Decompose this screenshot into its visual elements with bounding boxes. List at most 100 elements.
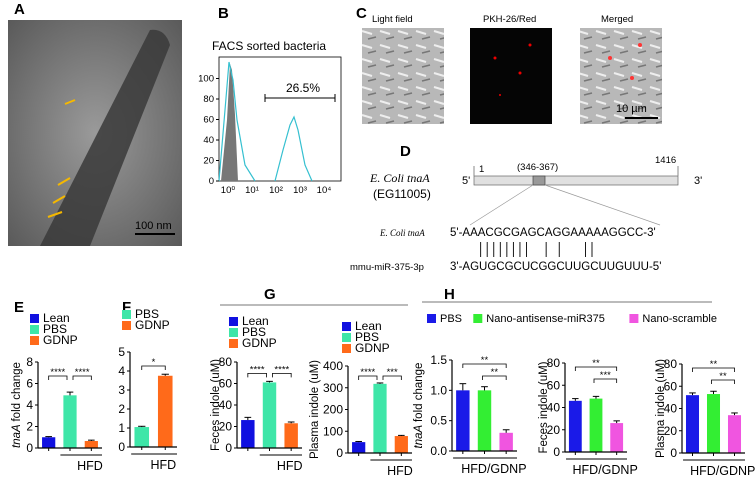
legend-swatch bbox=[30, 325, 39, 334]
facs-y-tick: 20 bbox=[203, 156, 214, 167]
seq-tnaa: 5'-AAACGCGAGCAGGAAAAAGGCC-3' bbox=[450, 227, 656, 239]
bar-lean bbox=[241, 420, 255, 448]
y-tick-label: 60 bbox=[547, 378, 561, 392]
bar-gdnp bbox=[84, 441, 98, 448]
significance-bracket bbox=[48, 375, 68, 380]
y-tick-label: 0 bbox=[26, 441, 33, 455]
significance-bracket bbox=[72, 375, 92, 380]
legend-label: Nano-scramble bbox=[642, 313, 717, 325]
y-axis-label: Plasma indole (uM) bbox=[655, 359, 667, 458]
bar-pbs bbox=[685, 395, 700, 453]
y-tick-label: 60 bbox=[664, 379, 678, 393]
legend-swatch bbox=[30, 336, 39, 345]
significance-bracket bbox=[711, 379, 735, 384]
y-tick-label: 0.5 bbox=[430, 414, 447, 428]
bar-pbs bbox=[456, 390, 470, 451]
significance-bracket bbox=[247, 372, 267, 378]
facs-y-tick: 0 bbox=[209, 176, 214, 187]
legend-label: GDNP bbox=[355, 341, 390, 355]
panel-label-d: D bbox=[400, 143, 411, 160]
significance-bracket bbox=[574, 366, 618, 371]
c-scale-bar-label: 10 µm bbox=[616, 103, 647, 115]
legend-label: Lean bbox=[43, 311, 70, 325]
panel-label-e: E bbox=[14, 299, 24, 316]
bar-nano-antisense-mir375 bbox=[589, 398, 603, 452]
legend-label: GDNP bbox=[242, 336, 277, 350]
significance-label: ** bbox=[481, 355, 489, 366]
y-tick-label: 2 bbox=[118, 402, 125, 416]
y-axis-label: Feces indole (uM) bbox=[538, 361, 550, 453]
end-pos: 1416 bbox=[655, 155, 676, 166]
legend-label: PBS bbox=[135, 307, 159, 321]
legend-swatch bbox=[473, 314, 483, 323]
panel-label-h: H bbox=[444, 286, 455, 303]
significance-bracket bbox=[593, 378, 618, 383]
panel-label-a: A bbox=[14, 1, 25, 18]
y-tick-label: 80 bbox=[547, 356, 561, 370]
bar-pbs bbox=[373, 383, 387, 453]
y-tick-label: 8 bbox=[26, 355, 33, 369]
facs-title: FACS sorted bacteria bbox=[212, 39, 326, 53]
significance-label: * bbox=[152, 357, 156, 368]
y-tick-label: 4 bbox=[26, 398, 33, 412]
seq-label-tnaa: E. Coli tnaA bbox=[379, 228, 425, 238]
y-tick-label: 0 bbox=[670, 446, 677, 460]
y-tick-label: 20 bbox=[664, 424, 678, 438]
y-tick-label: 0.0 bbox=[430, 444, 447, 458]
legend-swatch bbox=[342, 344, 351, 353]
significance-bracket bbox=[482, 375, 507, 380]
legend-label: GDNP bbox=[43, 333, 78, 347]
y-tick-label: 80 bbox=[219, 355, 233, 369]
significance-bracket bbox=[382, 375, 402, 380]
y-tick-label: 0 bbox=[118, 440, 125, 454]
light-field-image bbox=[362, 28, 444, 124]
y-tick-label: 2 bbox=[26, 420, 33, 434]
image-title-pkh26: PKH-26/Red bbox=[483, 14, 536, 25]
bar-nano-scramble bbox=[610, 423, 624, 452]
y-tick-label: 40 bbox=[547, 401, 561, 415]
y-tick-label: 60 bbox=[219, 377, 233, 391]
y-tick-label: 1 bbox=[118, 421, 125, 435]
y-axis-label: Feces indole (uM) bbox=[210, 359, 222, 451]
panel-label-f: F bbox=[122, 299, 131, 316]
gene-id: (EG11005) bbox=[373, 187, 431, 201]
group-label: HFD bbox=[387, 464, 413, 478]
five-prime: 5' bbox=[462, 175, 470, 187]
significance-label: **** bbox=[250, 364, 265, 375]
y-tick-label: 400 bbox=[323, 359, 343, 373]
seq-label-mir: mmu-miR-375-3p bbox=[350, 262, 424, 273]
tem-image: 100 nm bbox=[8, 20, 182, 246]
start-pos: 1 bbox=[479, 164, 484, 175]
seq-mir: 3'-AGUGCGCUCGGCUUGCUUGUUU-5' bbox=[450, 261, 661, 273]
bar-nano-scramble bbox=[499, 432, 513, 451]
bar-pbs bbox=[568, 400, 582, 452]
fluorescence-images: 10 µm bbox=[362, 28, 662, 124]
facs-x-tick: 10² bbox=[269, 185, 283, 196]
gene-name: E. Coli tnaA bbox=[369, 171, 430, 185]
image-title-merged: Merged bbox=[601, 14, 633, 25]
sequence-diagram: D E. Coli tnaA (EG11005) 5' 3' 1 (346-36… bbox=[350, 143, 702, 273]
facs-histogram: 26.5% bbox=[218, 56, 342, 182]
y-tick-label: 80 bbox=[664, 357, 678, 371]
significance-label: ** bbox=[710, 359, 718, 370]
facs-x-tick: 10⁴ bbox=[317, 185, 332, 196]
significance-bracket bbox=[272, 372, 292, 378]
legend-swatch bbox=[122, 321, 131, 330]
legend-label: Lean bbox=[242, 314, 269, 328]
bar-nano-antisense-mir375 bbox=[706, 394, 721, 453]
pkh26-image bbox=[470, 28, 552, 124]
y-tick-label: 100 bbox=[323, 424, 343, 438]
bar-lean bbox=[42, 437, 56, 448]
y-tick-label: 0 bbox=[553, 445, 560, 459]
y-axis-label: Plasma indole (uM) bbox=[309, 360, 321, 459]
significance-label: ** bbox=[592, 358, 600, 369]
group-label: HFD/GDNP bbox=[461, 462, 526, 476]
panel-label-c: C bbox=[356, 5, 367, 22]
facs-x-tick: 10¹ bbox=[245, 185, 259, 196]
